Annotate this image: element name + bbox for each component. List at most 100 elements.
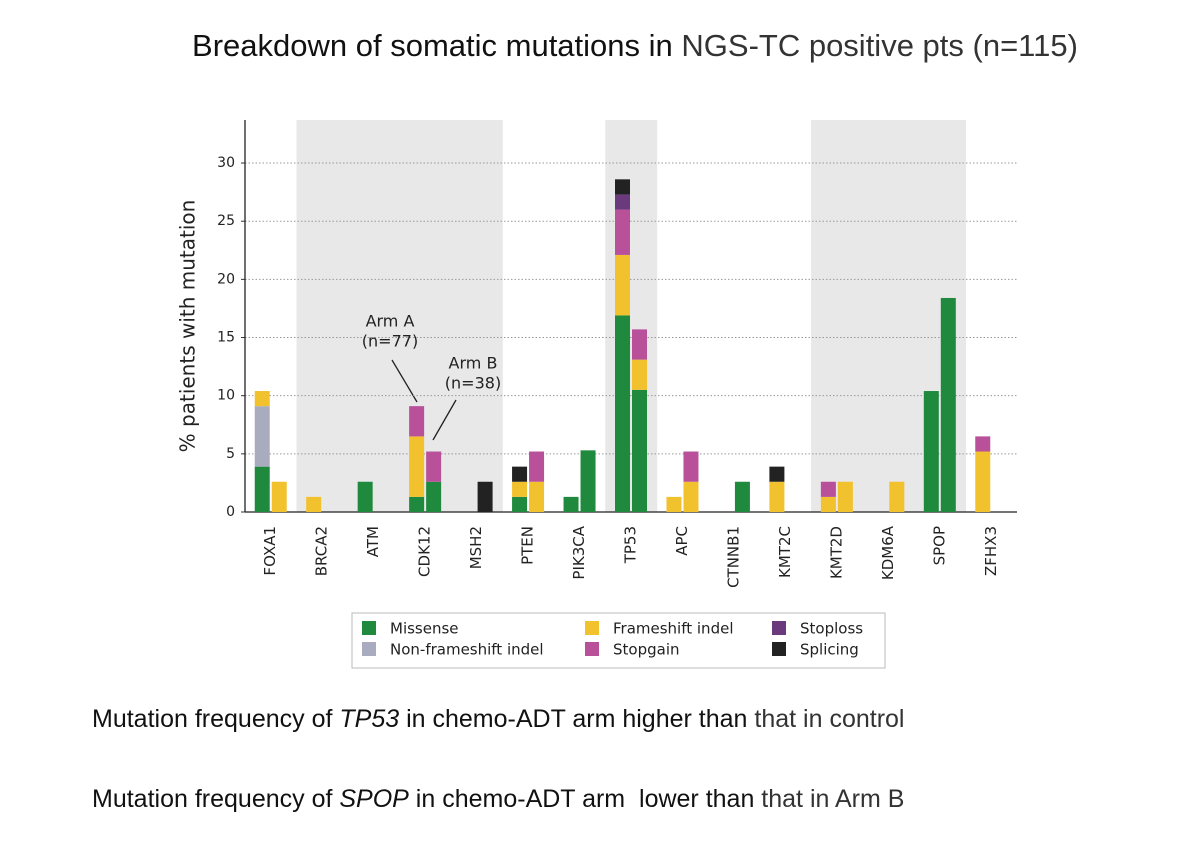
legend-label: Stopgain [613, 641, 680, 659]
x-tick-label: KMT2C [776, 526, 794, 578]
bar-segment [357, 481, 373, 512]
legend-swatch [772, 621, 786, 635]
bar-segment [615, 315, 630, 512]
x-tick-label: APC [673, 526, 691, 556]
bar-segment [426, 481, 442, 512]
shaded-band [605, 120, 658, 512]
bar-segment [940, 297, 956, 512]
bar-segment [254, 406, 270, 467]
note-part: in chemo-ADT arm higher than [399, 705, 748, 733]
y-tick-label: 5 [226, 446, 235, 462]
shaded-band [450, 120, 503, 512]
x-tick-label: KDM6A [879, 525, 897, 580]
bar-segment [477, 481, 493, 512]
annotation: Arm A [366, 312, 415, 331]
bar-segment [271, 481, 287, 512]
bar-segment [409, 406, 425, 437]
bar-segment [409, 496, 425, 512]
y-tick-label: 25 [217, 213, 235, 229]
legend-swatch [585, 642, 599, 656]
bar-segment [426, 451, 442, 482]
bar-segment [683, 481, 699, 512]
shaded-band [862, 120, 915, 512]
bar-segment [254, 391, 270, 407]
note-part: SPOP [339, 785, 409, 813]
legend-label: Missense [390, 620, 459, 638]
note-part: that in Arm B [754, 785, 905, 813]
bar-segment [512, 466, 528, 482]
bar-segment [615, 179, 630, 195]
legend-swatch [585, 621, 599, 635]
bar-segment [769, 466, 785, 482]
y-tick-label: 30 [217, 155, 235, 171]
x-tick-label: FOXA1 [261, 526, 279, 576]
bar-segment [683, 451, 699, 482]
shaded-band [347, 120, 400, 512]
note-part: TP53 [339, 705, 400, 733]
bar-segment [820, 481, 836, 497]
bar-segment [615, 209, 630, 255]
title-part: Breakdown of somatic mutations in [192, 28, 682, 63]
bar-segment [734, 481, 750, 512]
shaded-band [296, 120, 349, 512]
x-tick-label: TP53 [622, 526, 640, 564]
y-axis-label: % patients with mutation [176, 200, 200, 453]
bar-segment [820, 496, 836, 512]
bar-segment [563, 496, 579, 512]
legend-label: Stoploss [800, 620, 863, 638]
annotation: (n=38) [445, 374, 501, 393]
annotation: Arm B [449, 354, 498, 373]
bar-segment [615, 194, 630, 210]
legend [351, 612, 886, 669]
shaded-band [811, 120, 864, 512]
y-tick-label: 15 [217, 330, 235, 346]
bar-segment [837, 481, 853, 512]
bar-segment [769, 481, 785, 512]
x-tick-label: PIK3CA [570, 525, 588, 579]
bar-segment [975, 451, 991, 512]
bar-segment [529, 481, 545, 512]
bar-segment [632, 389, 647, 512]
bar-segment [975, 436, 991, 452]
note-part: that in control [747, 705, 905, 733]
annotation: (n=77) [362, 332, 418, 351]
legend-label: Non-frameshift indel [390, 641, 544, 659]
bar-segment [923, 391, 939, 512]
bar-segment [306, 496, 322, 512]
bar-segment [529, 451, 545, 482]
bar-segment [254, 466, 270, 512]
y-tick-label: 0 [226, 504, 235, 520]
annotation-arrow [432, 399, 457, 441]
shaded-band [914, 120, 967, 512]
x-tick-label: MSH2 [467, 526, 485, 569]
x-tick-label: ZFHX3 [982, 526, 1000, 576]
note-part: Mutation frequency of [92, 785, 340, 813]
slide-title: Breakdown of somatic mutations in NGS-TC… [0, 28, 1200, 64]
legend-swatch [362, 621, 376, 635]
shading [296, 120, 967, 512]
bar-segment [580, 450, 596, 512]
y-tick-label: 10 [217, 388, 235, 404]
annotation-arrow [391, 359, 418, 403]
bar-segment [512, 481, 528, 497]
bar-segment [666, 496, 682, 512]
x-tick-label: KMT2D [827, 526, 845, 579]
x-tick-label: PTEN [519, 526, 537, 565]
legend-swatch [362, 642, 376, 656]
bar-segment [632, 359, 647, 390]
legend-label: Splicing [800, 641, 859, 659]
note: Mutation frequency of SPOP in chemo-ADT … [92, 785, 904, 814]
title-part: NGS-TC positive pts (n=115) [681, 28, 1078, 63]
x-tick-label: BRCA2 [313, 526, 331, 576]
note: Mutation frequency of TP53 in chemo-ADT … [92, 705, 904, 734]
x-tick-label: SPOP [930, 526, 948, 565]
shaded-band [399, 120, 452, 512]
x-tick-label: CTNNB1 [724, 526, 742, 588]
x-tick-label: ATM [364, 526, 382, 557]
bar-segment [889, 481, 905, 512]
note-part: in chemo-ADT arm lower than [408, 785, 755, 813]
bar-segment [512, 496, 528, 512]
legend-label: Frameshift indel [613, 620, 733, 638]
